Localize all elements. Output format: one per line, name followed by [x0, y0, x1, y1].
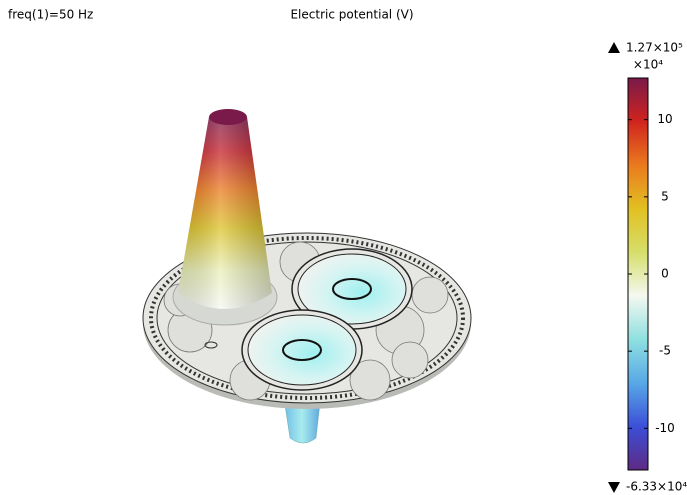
colorbar-tick-label: 5: [661, 189, 669, 203]
min-marker: [608, 482, 620, 493]
plot-subtitle: freq(1)=50 Hz: [8, 8, 93, 22]
model-3d: [142, 109, 472, 444]
colorbar-tick-label: -5: [659, 344, 671, 358]
colorbar-multiplier: ×10⁴: [633, 58, 663, 72]
max-label: 1.27×10⁵: [626, 41, 683, 55]
colorbar-tick-label: 0: [661, 267, 669, 281]
plot-title: Electric potential (V): [290, 8, 413, 22]
colorbar-tick-label: 10: [657, 112, 672, 126]
colorbar-tick-label: -10: [655, 421, 675, 435]
min-label: -6.33×10⁴: [626, 480, 687, 494]
max-marker: [608, 42, 620, 53]
